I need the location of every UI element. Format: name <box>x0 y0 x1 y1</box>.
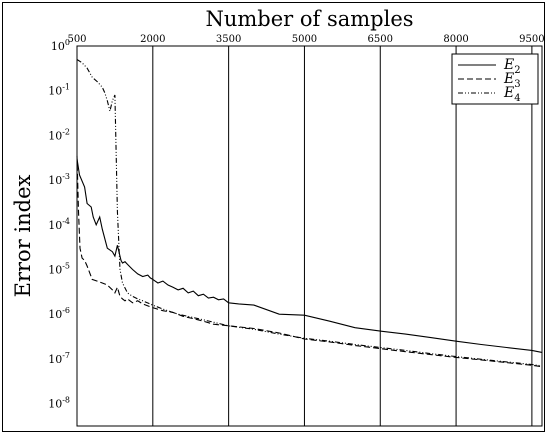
legend-label: E4 <box>503 85 521 104</box>
x-tick-label: 6500 <box>368 34 393 45</box>
series-E4-line <box>76 59 543 367</box>
series-E3-line <box>76 155 543 368</box>
x-axis-title: Number of samples <box>205 7 413 31</box>
legend-label: E3 <box>503 71 521 90</box>
x-tick-label: 9500 <box>519 34 544 45</box>
series-lines <box>76 59 543 368</box>
vertical-grid <box>152 46 533 426</box>
x-tick-label: 5000 <box>292 34 317 45</box>
y-tick-labels: 100 10-1 10-2 10-3 10-4 10-5 10-6 10-7 10-8 <box>48 38 70 411</box>
y-tick-label: 10-3 <box>48 172 70 187</box>
series-E2-line <box>76 158 543 353</box>
x-tick-labels: 500 2000 3500 5000 6500 8000 9500 <box>67 34 544 45</box>
x-tick-label: 2000 <box>140 34 165 45</box>
x-tick-label: 8000 <box>443 34 468 45</box>
y-tick-label: 100 <box>51 38 70 53</box>
y-tick-label: 10-4 <box>48 217 70 232</box>
legend-label: E2 <box>503 57 521 76</box>
y-tick-label: 10-8 <box>48 396 70 411</box>
x-tick-label: 500 <box>67 34 86 45</box>
y-tick-label: 10-1 <box>48 83 70 98</box>
y-tick-label: 10-5 <box>48 262 70 277</box>
x-tick-label: 3500 <box>216 34 241 45</box>
y-tick-label: 10-2 <box>48 127 70 142</box>
y-tick-label: 10-6 <box>48 306 70 321</box>
y-axis-title: Error index <box>11 174 35 297</box>
plot-area-border <box>76 45 543 427</box>
y-tick-label: 10-7 <box>48 351 70 366</box>
